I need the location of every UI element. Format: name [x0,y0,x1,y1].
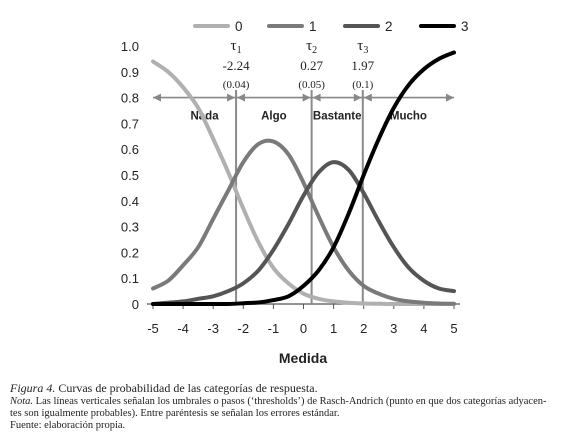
threshold-se: (0.1) [352,79,373,91]
threshold-symbol: τ3 [357,38,368,56]
category-label: Mucho [390,111,427,123]
legend-label-3: 3 [461,19,469,34]
x-tick-label: 3 [390,321,397,336]
x-tick-label: -3 [207,321,219,336]
threshold-subscript: 1 [237,45,242,56]
x-tick-label: -5 [147,321,159,336]
category-band-arrowhead [353,93,362,102]
x-tick-label: 2 [360,321,367,336]
threshold-subscript: 3 [363,45,368,56]
threshold-subscript: 2 [312,45,317,56]
y-tick-label: 0.2 [121,245,139,260]
note-line-1: Las líneas verticales señalan los umbral… [33,395,547,407]
x-tick-label: 1 [330,321,337,336]
note-line-2: tes son igualmente probables). Entre par… [10,407,340,419]
series-line-0 [151,59,456,307]
note-label: Nota. [10,395,34,407]
category-band-arrowhead [227,93,236,102]
legend-label-0: 0 [235,19,243,34]
figure-caption: Figura 4. Curvas de probabilidad de las … [10,381,572,432]
legend: 0 1 2 3 [193,19,469,34]
y-tick-label: 1.0 [121,39,139,54]
y-tick-label: 0.7 [121,116,139,131]
y-tick-label: 0.8 [121,91,139,106]
axes: -5 -4 -3 -2 -1 0 1 2 3 4 5 0 0.1 0.2 0.3 0.4 0.5 0.6 0.7 0.… [121,39,460,336]
category-band-arrowhead [363,93,372,102]
x-tick-label: 4 [420,321,427,336]
category-label: Bastante [313,111,362,123]
probability-curves-chart: -5 -4 -3 -2 -1 0 1 2 3 4 5 0 0.1 0.2 0.3 0.4 0.5 0.6 0.7 0.… [121,19,469,366]
series-line-1 [151,138,456,306]
category-band-arrowhead [302,93,311,102]
series-line-2 [151,160,456,306]
threshold-se: (0.04) [223,79,250,91]
category-band-arrowhead [237,93,246,102]
x-tick-label: 0 [300,321,307,336]
y-tick-label: 0 [132,297,139,312]
x-tick-label: -1 [268,321,280,336]
threshold-symbol: τ1 [231,38,242,56]
threshold-se: (0.05) [298,79,325,91]
y-tick-label: 0.5 [121,168,139,183]
legend-label-1: 1 [309,19,317,34]
threshold-symbol: τ2 [306,38,317,56]
category-band-arrowhead [153,93,161,102]
category-band: Nada Algo Bastante Mucho [153,93,454,123]
x-tick-label: -4 [177,321,189,336]
y-tick-label: 0.6 [121,142,139,157]
y-tick-label: 0.1 [121,271,139,286]
threshold-value: -2.24 [223,58,251,73]
threshold-value: 1.97 [351,58,374,73]
threshold-value: 0.27 [300,58,323,73]
series-line-3 [151,50,456,307]
figure-label: Figura 4. [10,381,56,395]
y-tick-label: 0.4 [121,194,139,209]
y-tick-label: 0.3 [121,220,139,235]
category-band-arrowhead [312,93,321,102]
thresholds: τ1 -2.24 (0.04) τ2 0.27 (0.05) τ3 1.97 (0.1) [223,38,375,304]
curves [151,50,456,307]
category-label: Algo [261,111,287,123]
x-axis-label: Medida [279,350,327,366]
legend-label-2: 2 [385,19,393,34]
figure-note: Nota. Las líneas verticales señalan los … [10,396,572,408]
y-tick-label: 0.9 [121,65,139,80]
x-tick-label: -2 [238,321,250,336]
figure-source: Fuente: elaboración propia. [10,419,126,431]
x-tick-label: 5 [450,321,457,336]
figure-title: Figura 4. Curvas de probabilidad de las … [10,381,572,396]
category-band-arrowhead [446,93,454,102]
figure-text: Curvas de probabilidad de las categorías… [55,381,318,395]
